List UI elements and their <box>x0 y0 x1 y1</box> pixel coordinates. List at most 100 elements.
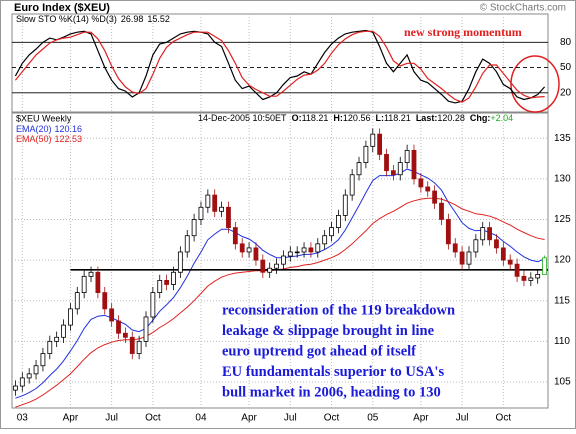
candle-body <box>68 308 73 326</box>
annotation: reconsideration of the 119 breakdown <box>222 302 455 318</box>
legend-value: 122.53 <box>55 134 83 144</box>
candle-body <box>363 145 369 163</box>
x-tick-label: Apr <box>241 413 257 424</box>
y-tick-label: 110 <box>554 336 570 347</box>
candle-body <box>315 243 321 253</box>
x-tick-label: Oct <box>496 413 512 424</box>
candle-body <box>246 247 252 253</box>
candle-body <box>528 277 534 281</box>
candle-body <box>74 292 80 310</box>
candle-body <box>157 280 163 294</box>
candle-body <box>308 247 314 253</box>
candle-body <box>487 227 492 241</box>
candle-body <box>480 227 486 241</box>
annotation: bull market in 2006, heading to 130 <box>222 384 441 400</box>
candle-body <box>26 373 32 379</box>
stoch-line <box>14 30 545 103</box>
candle-body <box>384 154 389 172</box>
annotation: new strong momentum <box>404 25 522 39</box>
candle-body <box>177 251 183 273</box>
stoch-header: Slow STO %K(14) %D(3) 26.98 15.52 <box>16 14 170 24</box>
candle-body <box>452 243 458 253</box>
candle-body <box>184 235 190 253</box>
candle-body <box>370 133 376 147</box>
x-tick-label: Oct <box>145 413 161 424</box>
stoch-panel <box>11 13 549 113</box>
candle-body <box>95 271 101 294</box>
candle-body <box>54 336 60 342</box>
candle-body <box>13 385 18 391</box>
candle-body <box>253 247 259 261</box>
legend-name: EMA(20) <box>16 124 52 134</box>
stoch-line <box>14 29 546 104</box>
candle-body <box>336 214 341 228</box>
x-tick-label: Apr <box>413 413 429 424</box>
candle-body <box>445 219 451 245</box>
candle-body <box>404 149 410 163</box>
stat-value: 118.21 <box>302 113 329 123</box>
stat-value: 120.28 <box>437 113 465 123</box>
legend-value: 120.16 <box>55 124 83 134</box>
candle-body <box>542 257 547 276</box>
candle-body <box>494 239 499 249</box>
candle-body <box>390 170 396 176</box>
stat-label: Last: <box>416 113 438 123</box>
date: 14-Dec-2005 10:50ET <box>198 113 287 123</box>
stoch-last: 15.52 <box>147 14 170 24</box>
legend-entry: EMA(20) 120.16 <box>16 124 82 134</box>
candle-body <box>122 332 128 338</box>
y-tick-label: 115 <box>554 295 570 306</box>
candle-body <box>459 251 465 265</box>
x-tick-label: Jul <box>456 413 469 424</box>
page-title: Euro Index ($XEU) <box>14 2 110 14</box>
stoch-last: 26.98 <box>121 14 144 24</box>
stat-label: H: <box>333 113 343 123</box>
annotation: leakage & slippage brought in line <box>222 323 435 339</box>
candle-body <box>500 247 506 261</box>
highlight-circle <box>510 55 560 113</box>
stat-label: Chg: <box>470 113 491 123</box>
y-tick-label: 125 <box>554 214 571 225</box>
candle-body <box>212 194 218 212</box>
candle-body <box>226 206 231 228</box>
y-tick-label: 120 <box>554 255 571 266</box>
x-tick-label: Jul <box>105 413 118 424</box>
candle-body <box>239 243 245 253</box>
legend-entry: EMA(50) 122.53 <box>16 134 82 144</box>
candle-body <box>150 292 156 318</box>
candle-body <box>219 206 224 212</box>
candle-body <box>281 255 286 265</box>
candle-body <box>33 365 39 375</box>
candle-body <box>129 336 135 354</box>
candle-body <box>418 178 424 188</box>
legend-name: EMA(50) <box>16 134 52 144</box>
candle-body <box>143 316 149 342</box>
candle-body <box>329 227 334 237</box>
candle-body <box>81 275 87 294</box>
candle-body <box>514 263 520 277</box>
x-tick-label: Apr <box>63 413 79 424</box>
candle-body <box>19 377 25 387</box>
candle-body <box>342 194 348 216</box>
candle-body <box>171 271 176 285</box>
y-tick-label: 130 <box>554 173 571 184</box>
y-tick-label: 80 <box>560 37 572 48</box>
candle-body <box>473 239 479 253</box>
stat-label: O: <box>292 113 302 123</box>
candle-body <box>287 251 293 257</box>
stat-value: +2.04 <box>490 113 513 123</box>
candle-body <box>411 149 417 180</box>
candle-body <box>356 162 362 176</box>
ema-line <box>15 168 545 399</box>
price-header: 14-Dec-2005 10:50ET O:118.21 H:120.56 L:118… <box>198 113 513 123</box>
candle-body <box>425 186 431 192</box>
candle-body <box>507 259 513 265</box>
y-tick-label: 50 <box>560 62 572 73</box>
candle-body <box>301 247 307 253</box>
candle-body <box>40 353 46 367</box>
candle-body <box>377 133 383 155</box>
candle-body <box>102 292 108 310</box>
x-tick-label: 03 <box>17 413 29 424</box>
